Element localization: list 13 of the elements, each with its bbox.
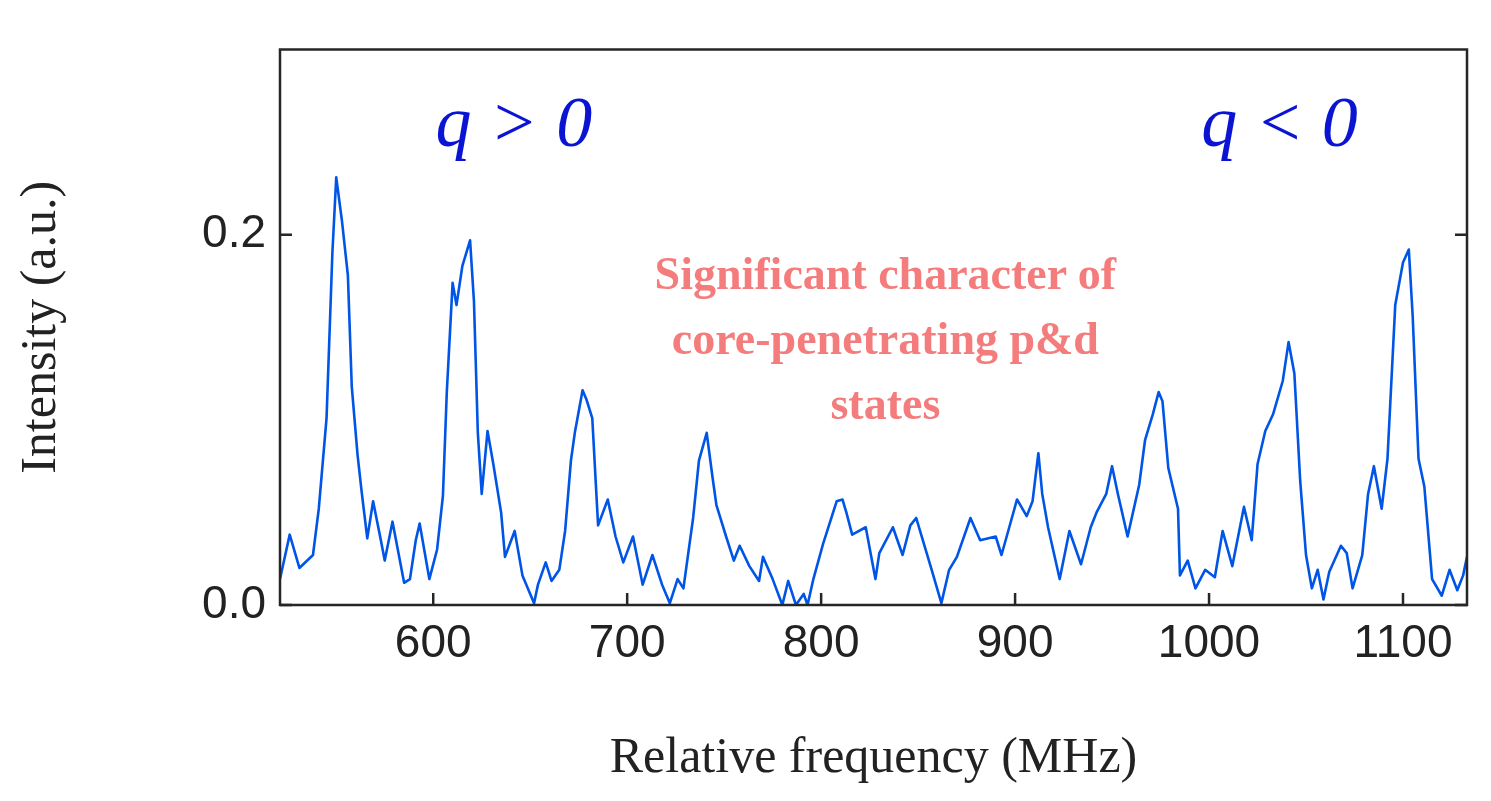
x-axis-title: Relative frequency (MHz) — [609, 727, 1138, 784]
x-tick-label: 600 — [394, 615, 472, 668]
x-tick-label: 800 — [782, 615, 860, 668]
y-axis-title: Intensity (a.u.) — [10, 180, 67, 474]
x-tick-label: 700 — [588, 615, 666, 668]
annotation: q < 0 — [1201, 82, 1358, 163]
y-tick-label: 0.0 — [202, 575, 266, 628]
y-tick-label: 0.2 — [202, 205, 266, 258]
annotation: q > 0 — [435, 82, 593, 163]
x-tick-label: 1100 — [1353, 615, 1453, 668]
x-tick-label: 900 — [976, 615, 1054, 668]
x-tick-label: 1000 — [1157, 615, 1261, 668]
annotation: Significant character of core-penetrating p&d states — [654, 248, 1117, 430]
